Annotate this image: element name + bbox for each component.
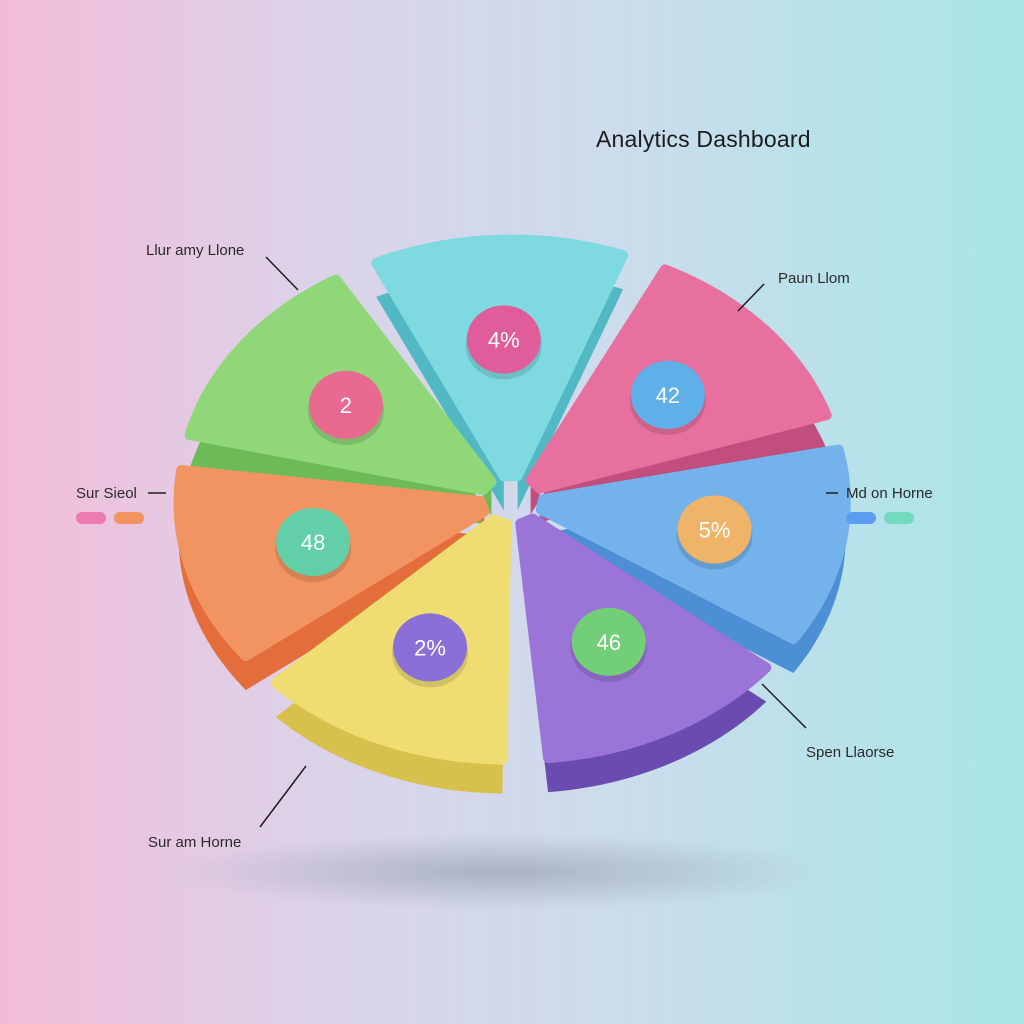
pie-slice-top (270, 514, 512, 765)
pie-slice: 4% (371, 234, 629, 511)
slice-badge-label: 42 (656, 383, 680, 408)
slice-badge-label: 46 (596, 630, 620, 655)
slice-badge-label: 5% (699, 517, 731, 542)
slice-badge-circle (677, 495, 752, 564)
label-bottom-left: Sur am Horne (148, 834, 242, 851)
legend-right (846, 512, 914, 524)
legend-left (76, 512, 144, 524)
label-mid-right: Md on Horne (846, 485, 933, 502)
legend-dot (76, 512, 106, 524)
slice-badge-circle (393, 613, 468, 682)
legend-dot (114, 512, 144, 524)
slice-badge: 42 (629, 360, 706, 435)
slice-badge-label: 2% (414, 635, 446, 660)
leader-line-top-left (265, 256, 299, 291)
slice-badge: 46 (570, 607, 647, 682)
slice-badge: 2% (392, 613, 469, 688)
slice-badge: 5% (676, 495, 753, 570)
legend-dot (846, 512, 876, 524)
label-top-right: Paun Llom (778, 270, 850, 287)
legend-dot (884, 512, 914, 524)
pie-slice: 46 (515, 513, 772, 793)
leader-line-bottom-right (761, 683, 807, 729)
slice-badge-label: 4% (488, 327, 520, 352)
pie-slice: 2% (270, 514, 512, 794)
slice-badge-circle (308, 370, 383, 439)
chart-title: Analytics Dashboard (596, 126, 811, 152)
label-mid-left: Sur Sieol (76, 485, 137, 502)
label-bottom-right: Spen Llaorse (806, 744, 895, 761)
slice-badge: 48 (275, 508, 352, 583)
slice-badge-label: 2 (340, 393, 352, 418)
slice-badge-circle (466, 305, 541, 374)
pie-slice: 48 (173, 465, 490, 691)
leader-line-bottom-left (259, 765, 307, 828)
slice-badge-circle (571, 607, 646, 676)
slices-group: 4% 42 2 5% 48 46 2% (173, 234, 851, 794)
leader-line-top-right (737, 283, 765, 312)
slice-badge-circle (630, 360, 705, 429)
pie-slice: 5% (535, 444, 851, 673)
leader-lines-group (148, 256, 838, 828)
slice-badge-label: 48 (301, 530, 325, 555)
label-top-left: Llur amy Llone (146, 242, 245, 259)
pie-slice: 2 (184, 274, 497, 525)
slice-badge-circle (276, 508, 351, 577)
slice-badge: 2 (307, 370, 384, 445)
slice-badge: 4% (465, 305, 542, 380)
chart-shadow (170, 834, 830, 910)
